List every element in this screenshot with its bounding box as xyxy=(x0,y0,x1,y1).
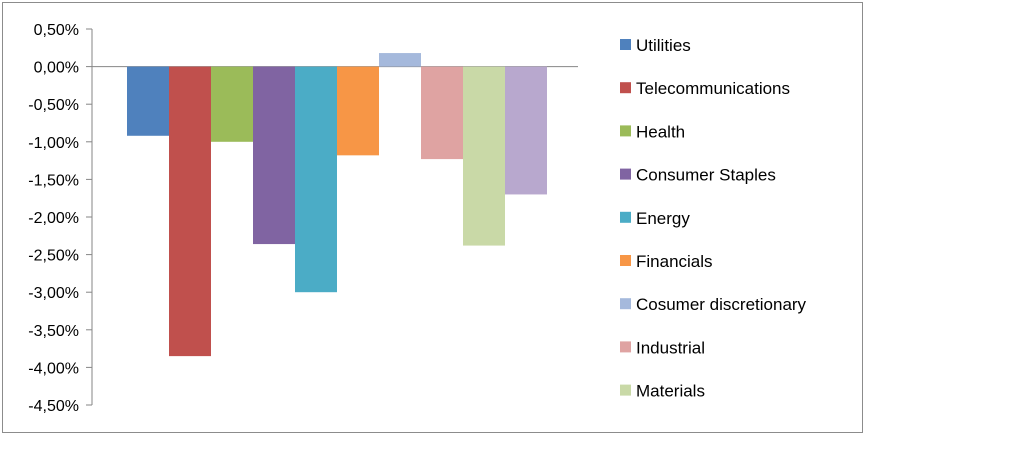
bar xyxy=(211,66,253,142)
bar xyxy=(337,66,379,156)
legend-swatch xyxy=(620,211,631,223)
bar xyxy=(379,53,421,67)
bar xyxy=(463,66,505,246)
y-tick-label: 0,00% xyxy=(34,60,79,77)
bar-layer xyxy=(127,53,547,357)
legend-label: Industrial xyxy=(636,338,705,357)
legend-label: Financials xyxy=(636,252,713,271)
bar xyxy=(253,66,295,245)
bar xyxy=(295,66,337,293)
legend: Utilities Telecommunications Health Consume… xyxy=(620,36,807,401)
y-tick-label: -4,50% xyxy=(28,398,79,415)
y-tick-label: 0,50% xyxy=(34,22,79,39)
bar xyxy=(127,66,169,136)
legend-swatch xyxy=(620,39,631,50)
bar xyxy=(421,66,463,160)
legend-swatch xyxy=(620,298,631,310)
y-tick-label: -2,00% xyxy=(28,210,79,227)
axis-layer: 0,50% 0,00% -0,50% -1,00% -1,50% -2,00% -2,50%… xyxy=(28,22,578,415)
legend-swatch xyxy=(620,255,631,266)
y-tick-label: -1,00% xyxy=(28,135,79,152)
legend-swatch xyxy=(620,341,631,353)
legend-label: Telecommunications xyxy=(636,79,790,98)
legend-label: Health xyxy=(636,122,685,141)
legend-label: Consumer Staples xyxy=(636,166,776,185)
legend-label: Utilities xyxy=(636,36,691,55)
legend-swatch xyxy=(620,82,631,94)
y-tick-label: -2,50% xyxy=(28,248,79,265)
legend-swatch xyxy=(620,168,631,180)
bar xyxy=(169,66,211,357)
legend-swatch xyxy=(620,125,631,137)
y-tick-label: -3,50% xyxy=(28,323,79,340)
legend-swatch xyxy=(620,384,631,396)
y-tick-label: -1,50% xyxy=(28,172,79,189)
y-tick-label: -3,00% xyxy=(28,285,79,302)
legend-label: Materials xyxy=(636,382,705,401)
y-tick-label: -4,00% xyxy=(28,360,79,377)
bar xyxy=(505,66,547,195)
legend-label: Cosumer discretionary xyxy=(636,295,807,314)
legend-label: Energy xyxy=(636,209,690,228)
y-tick-label: -0,50% xyxy=(28,97,79,114)
